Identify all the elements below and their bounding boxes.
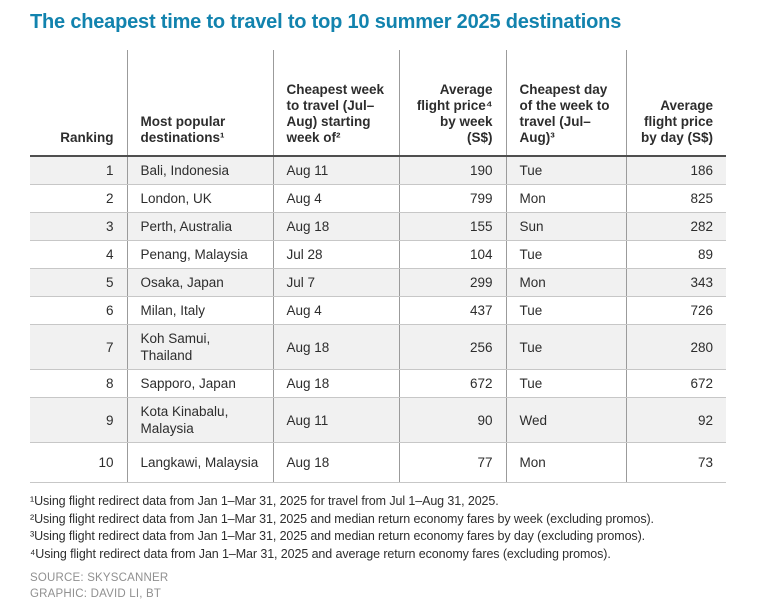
table-cell: 90 — [398, 397, 506, 443]
table-cell: Mon — [505, 442, 626, 483]
table-cell: 1 — [30, 156, 127, 185]
table-cell: Aug 18 — [272, 442, 399, 483]
table-cell: 672 — [625, 369, 726, 398]
table-row: 2 London, UK Aug 4 799 Mon 825 — [30, 184, 726, 213]
table-cell: 77 — [398, 442, 506, 483]
column-header: Average flight price by day (S$) — [625, 50, 726, 157]
table-cell: 4 — [30, 240, 127, 269]
table-row: 6 Milan, Italy Aug 4 437 Tue 726 — [30, 296, 726, 325]
table-cell: Aug 11 — [272, 156, 399, 185]
table-cell: Aug 18 — [272, 369, 399, 398]
table-cell: Aug 4 — [272, 184, 399, 213]
table-cell: 73 — [625, 442, 726, 483]
credits: SOURCE: SKYSCANNER GRAPHIC: DAVID LI, BT — [30, 570, 728, 602]
graphic-credit-line: GRAPHIC: DAVID LI, BT — [30, 588, 162, 600]
footnote: ²Using flight redirect data from Jan 1–M… — [30, 511, 654, 526]
table-cell: 89 — [625, 240, 726, 269]
column-header: Average flight price⁴ by week (S$) — [398, 50, 506, 157]
table-cell: 256 — [398, 324, 506, 370]
table-cell: Kota Kinabalu, Malaysia — [126, 397, 273, 443]
footnote: ³Using flight redirect data from Jan 1–M… — [30, 529, 646, 543]
table-cell: Jul 28 — [272, 240, 399, 269]
table-cell: 10 — [30, 442, 127, 483]
table-cell: 155 — [398, 212, 506, 241]
table-row: 5 Osaka, Japan Jul 7 299 Mon 343 — [30, 268, 726, 297]
table-cell: 726 — [625, 296, 726, 325]
table-cell: 3 — [30, 212, 127, 241]
table-cell: 5 — [30, 268, 127, 297]
table-cell: Tue — [505, 324, 626, 370]
table-row: 3 Perth, Australia Aug 18 155 Sun 282 — [30, 212, 726, 241]
table-cell: Tue — [505, 296, 626, 325]
table-cell: 282 — [625, 212, 726, 241]
table-cell: 299 — [398, 268, 506, 297]
table-cell: 190 — [398, 156, 506, 185]
table-row: 1 Bali, Indonesia Aug 11 190 Tue 186 — [30, 156, 726, 185]
footnote: ¹Using flight redirect data from Jan 1–M… — [30, 494, 499, 508]
table-cell: Aug 18 — [272, 324, 399, 370]
table-cell: Bali, Indonesia — [126, 156, 273, 185]
table-cell: Osaka, Japan — [126, 268, 273, 297]
table-cell: 9 — [30, 397, 127, 443]
table-cell: 280 — [625, 324, 726, 370]
table-cell: Langkawi, Malaysia — [126, 442, 273, 483]
table-cell: 799 — [398, 184, 506, 213]
table-cell: Milan, Italy — [126, 296, 273, 325]
table-header: Ranking Most popular destinations¹ Cheapes… — [30, 50, 726, 157]
table-cell: Penang, Malaysia — [126, 240, 273, 269]
table-cell: Sun — [505, 212, 626, 241]
page-title: The cheapest time to travel to top 10 su… — [30, 11, 622, 33]
table-cell: 2 — [30, 184, 127, 213]
table-cell: Sapporo, Japan — [126, 369, 273, 398]
travel-price-table: Ranking Most popular destinations¹ Cheapes… — [30, 50, 726, 483]
table-row: 9 Kota Kinabalu, Malaysia Aug 11 90 Wed 92 — [30, 397, 726, 443]
table-cell: 92 — [625, 397, 726, 443]
footnote: ⁴Using flight redirect data from Jan 1–M… — [30, 546, 611, 561]
column-header: Cheapest day of the week to travel (Jul–… — [505, 50, 626, 157]
table-cell: Tue — [505, 156, 626, 185]
table-cell: 186 — [625, 156, 726, 185]
source-line: SOURCE: SKYSCANNER — [30, 572, 169, 584]
column-header: Most popular destinations¹ — [126, 50, 273, 157]
table-cell: Aug 18 — [272, 212, 399, 241]
column-header: Ranking — [30, 50, 127, 157]
table-cell: Aug 4 — [272, 296, 399, 325]
footnotes: ¹Using flight redirect data from Jan 1–M… — [30, 493, 728, 563]
table-cell: Wed — [505, 397, 626, 443]
table-cell: Perth, Australia — [126, 212, 273, 241]
table-cell: 437 — [398, 296, 506, 325]
table-row: 7 Koh Samui, Thailand Aug 18 256 Tue 280 — [30, 324, 726, 370]
column-header: Cheapest week to travel (Jul–Aug) starti… — [272, 50, 399, 157]
table-body: 1 Bali, Indonesia Aug 11 190 Tue 186 2 London, … — [30, 156, 726, 483]
table-cell: Mon — [505, 184, 626, 213]
table-cell: 7 — [30, 324, 127, 370]
table-cell: Koh Samui, Thailand — [126, 324, 273, 370]
table-cell: 343 — [625, 268, 726, 297]
table-cell: 8 — [30, 369, 127, 398]
table-row: 8 Sapporo, Japan Aug 18 672 Tue 672 — [30, 369, 726, 398]
table-header-row: Ranking Most popular destinations¹ Cheapes… — [30, 50, 726, 157]
table-row: 10 Langkawi, Malaysia Aug 18 77 Mon 73 — [30, 442, 726, 483]
table-cell: 104 — [398, 240, 506, 269]
table-cell: 672 — [398, 369, 506, 398]
table-cell: Tue — [505, 369, 626, 398]
table-cell: London, UK — [126, 184, 273, 213]
table-cell: Tue — [505, 240, 626, 269]
table-cell: 6 — [30, 296, 127, 325]
table-cell: Mon — [505, 268, 626, 297]
table-row: 4 Penang, Malaysia Jul 28 104 Tue 89 — [30, 240, 726, 269]
table-cell: 825 — [625, 184, 726, 213]
table-cell: Jul 7 — [272, 268, 399, 297]
table-cell: Aug 11 — [272, 397, 399, 443]
